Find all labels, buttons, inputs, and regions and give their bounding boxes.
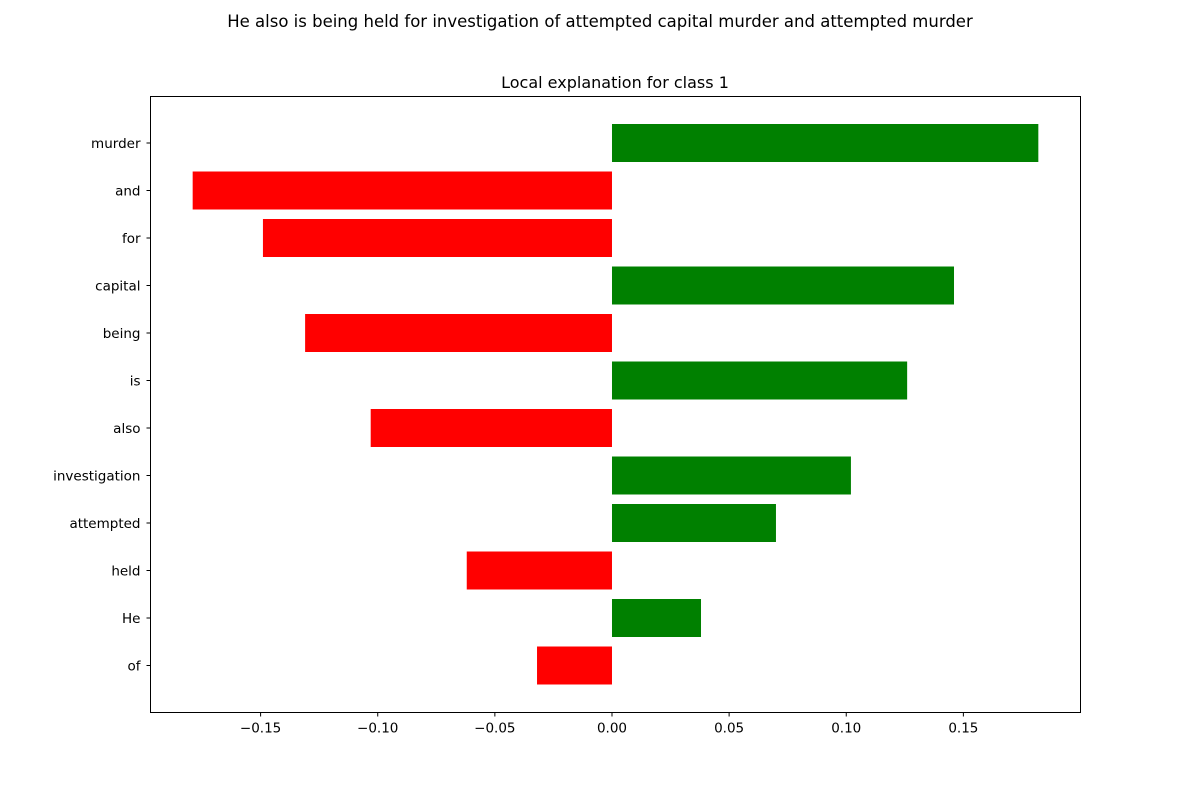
y-tick-label: is bbox=[130, 374, 141, 390]
x-tick-label: −0.10 bbox=[357, 721, 398, 737]
x-tick-label: −0.05 bbox=[474, 721, 515, 737]
y-tick-label: investigation bbox=[53, 469, 140, 485]
bar-capital bbox=[611, 266, 955, 305]
y-tick-label: and bbox=[115, 184, 140, 200]
x-axis-ticks: −0.15 −0.10 −0.05 0.00 0.05 0.10 0.15 bbox=[240, 712, 978, 737]
y-tick-label: capital bbox=[95, 279, 140, 295]
figure-suptitle: He also is being held for investigation … bbox=[227, 12, 973, 31]
bar-is bbox=[611, 361, 908, 400]
bar-held bbox=[466, 551, 612, 590]
axes-frame bbox=[150, 96, 1081, 713]
bar-of bbox=[537, 646, 612, 685]
chart-title: Local explanation for class 1 bbox=[501, 73, 729, 92]
bar-for bbox=[262, 219, 612, 257]
bar-investigation bbox=[611, 456, 851, 495]
y-tick-label: of bbox=[127, 659, 141, 675]
bar-also bbox=[370, 409, 612, 447]
y-tick-label: being bbox=[103, 326, 141, 342]
x-tick-label: 0.15 bbox=[948, 721, 978, 737]
bar-murder bbox=[611, 124, 1039, 162]
y-tick-label: He bbox=[122, 611, 140, 627]
y-tick-label: attempted bbox=[69, 516, 140, 532]
x-tick-label: 0.05 bbox=[714, 721, 744, 737]
x-tick-label: 0.00 bbox=[597, 721, 627, 737]
x-tick-label: −0.15 bbox=[240, 721, 281, 737]
y-tick-label: held bbox=[111, 564, 140, 580]
y-axis-ticks: murder and for capital being is also investigat… bbox=[53, 136, 151, 675]
bar-he bbox=[611, 599, 702, 637]
x-tick-label: 0.10 bbox=[831, 721, 861, 737]
bar-attempted bbox=[611, 504, 776, 542]
bars-group bbox=[192, 124, 1039, 685]
y-tick-label: also bbox=[113, 421, 140, 437]
y-tick-label: for bbox=[122, 231, 141, 247]
y-tick-label: murder bbox=[91, 136, 141, 152]
bar-and bbox=[192, 171, 612, 210]
bar-being bbox=[305, 314, 612, 352]
